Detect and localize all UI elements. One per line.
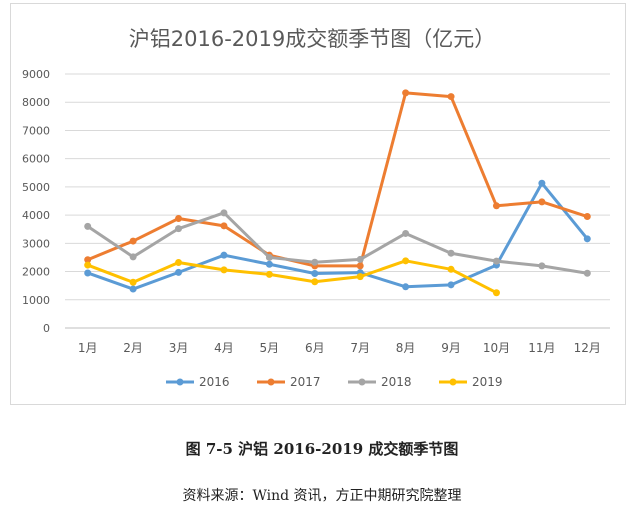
data-point-2016 [84, 269, 92, 277]
data-point-2017 [492, 202, 500, 210]
x-tick-label: 4月 [214, 341, 234, 355]
data-point-2017 [583, 213, 591, 221]
data-point-2018 [538, 262, 546, 270]
data-point-2018 [447, 249, 455, 257]
data-point-2016 [129, 285, 137, 293]
data-point-2018 [265, 253, 273, 261]
y-tick-label: 6000 [22, 153, 50, 166]
x-tick-label: 1月 [78, 341, 98, 355]
data-point-2019 [402, 257, 410, 265]
data-point-2019 [492, 289, 500, 297]
data-point-2018 [402, 229, 410, 237]
legend-marker-2018 [358, 378, 366, 386]
source-note: 资料来源：Wind 资讯，方正中期研究院整理 [182, 488, 462, 504]
x-tick-label: 12月 [574, 341, 601, 355]
y-tick-label: 5000 [22, 181, 50, 194]
data-point-2017 [356, 262, 364, 270]
y-tick-label: 1000 [22, 294, 50, 307]
data-point-2018 [311, 258, 319, 266]
x-tick-label: 11月 [528, 341, 555, 355]
y-tick-label: 8000 [22, 96, 50, 109]
x-tick-label: 2月 [123, 341, 143, 355]
y-tick-label: 9000 [22, 68, 50, 81]
data-point-2016 [583, 235, 591, 243]
x-tick-label: 5月 [260, 341, 280, 355]
data-point-2018 [583, 269, 591, 277]
legend-label: 2019 [472, 375, 503, 389]
x-tick-label: 9月 [441, 341, 461, 355]
data-point-2016 [220, 251, 228, 259]
legend-label: 2017 [290, 375, 321, 389]
data-point-2016 [175, 268, 183, 276]
series-line-2017 [86, 91, 589, 268]
data-point-2018 [356, 255, 364, 263]
data-point-2017 [220, 222, 228, 230]
figure-caption: 图 7-5 沪铝 2016-2019 成交额季节图 [185, 440, 459, 458]
series-line-2018 [86, 211, 589, 275]
data-point-2016 [265, 260, 273, 268]
data-point-2017 [538, 198, 546, 206]
legend-marker-2019 [449, 378, 457, 386]
y-tick-label: 4000 [22, 209, 50, 222]
data-point-2019 [129, 278, 137, 286]
data-point-2019 [175, 259, 183, 267]
data-point-2019 [220, 266, 228, 274]
data-point-2018 [175, 225, 183, 233]
y-tick-label: 3000 [22, 237, 50, 250]
data-point-2019 [84, 261, 92, 269]
series-line-2019 [86, 259, 498, 295]
data-point-2016 [402, 283, 410, 291]
x-tick-label: 8月 [396, 341, 416, 355]
x-tick-label: 3月 [169, 341, 189, 355]
data-point-2017 [402, 89, 410, 97]
data-point-2019 [311, 278, 319, 286]
legend-marker-2016 [176, 378, 184, 386]
y-tick-label: 7000 [22, 124, 50, 137]
legend-marker-2017 [267, 378, 275, 386]
legend-label: 2018 [381, 375, 412, 389]
data-point-2017 [129, 237, 137, 245]
data-point-2018 [84, 222, 92, 230]
data-point-2018 [492, 257, 500, 265]
data-point-2016 [538, 179, 546, 187]
y-tick-label: 0 [43, 322, 50, 335]
data-point-2019 [265, 270, 273, 278]
data-point-2018 [129, 253, 137, 261]
chart-title: 沪铝2016-2019成交额季节图（亿元） [129, 27, 495, 51]
series-line-2016 [86, 181, 589, 291]
data-point-2017 [175, 214, 183, 222]
y-tick-label: 2000 [22, 266, 50, 279]
x-tick-label: 7月 [350, 341, 370, 355]
x-tick-label: 10月 [483, 341, 510, 355]
data-point-2016 [447, 281, 455, 289]
legend-label: 2016 [199, 375, 230, 389]
data-point-2019 [447, 265, 455, 273]
x-tick-label: 6月 [305, 341, 325, 355]
data-point-2017 [84, 256, 92, 264]
data-point-2019 [356, 273, 364, 281]
data-point-2017 [447, 93, 455, 101]
data-point-2018 [220, 209, 228, 217]
line-chart: 沪铝2016-2019成交额季节图（亿元） 0 1000 2000 3000 4000 5… [22, 27, 610, 389]
data-point-2016 [311, 270, 319, 278]
